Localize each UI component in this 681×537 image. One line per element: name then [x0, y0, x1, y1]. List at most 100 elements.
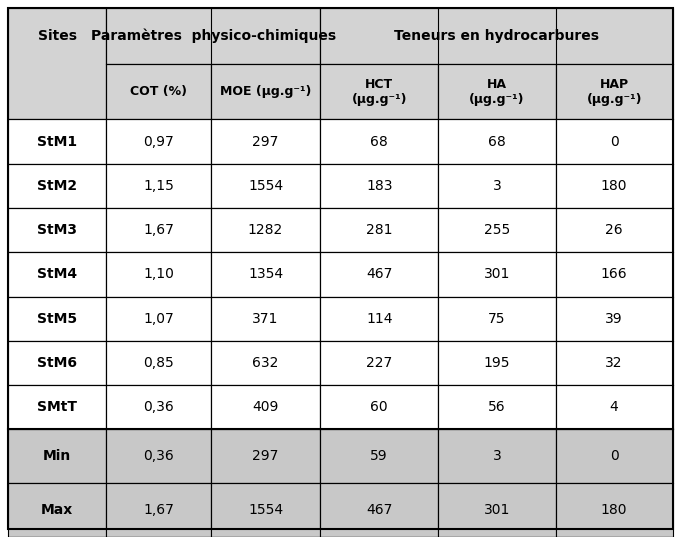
Bar — [8, 8, 106, 119]
Bar — [320, 164, 438, 208]
Text: 0,97: 0,97 — [143, 135, 174, 149]
Text: 56: 56 — [488, 400, 506, 414]
Bar — [8, 483, 106, 536]
Bar — [8, 119, 106, 164]
Text: 114: 114 — [366, 311, 392, 326]
Bar — [556, 119, 673, 164]
Text: 32: 32 — [605, 356, 623, 370]
Text: 467: 467 — [366, 267, 392, 281]
Text: 297: 297 — [253, 135, 279, 149]
Text: 301: 301 — [484, 267, 510, 281]
Bar — [210, 208, 320, 252]
Text: 409: 409 — [253, 400, 279, 414]
Text: 0,85: 0,85 — [143, 356, 174, 370]
Text: HA
(µg.g⁻¹): HA (µg.g⁻¹) — [469, 78, 524, 106]
Text: 68: 68 — [370, 135, 388, 149]
Text: 166: 166 — [601, 267, 627, 281]
Text: 227: 227 — [366, 356, 392, 370]
Bar — [438, 252, 556, 296]
Text: 301: 301 — [484, 503, 510, 517]
Text: 1,10: 1,10 — [143, 267, 174, 281]
Text: 1,07: 1,07 — [143, 311, 174, 326]
Text: 4: 4 — [609, 400, 618, 414]
Text: 371: 371 — [253, 311, 279, 326]
Bar — [106, 385, 210, 430]
Text: 1554: 1554 — [248, 503, 283, 517]
Text: 183: 183 — [366, 179, 392, 193]
Bar — [556, 430, 673, 483]
Text: Max: Max — [41, 503, 74, 517]
Bar — [210, 164, 320, 208]
Bar — [556, 296, 673, 341]
Bar — [106, 119, 210, 164]
Text: StM3: StM3 — [37, 223, 77, 237]
Text: MOE (µg.g⁻¹): MOE (µg.g⁻¹) — [220, 85, 311, 98]
Bar — [210, 252, 320, 296]
Bar — [106, 430, 210, 483]
Bar — [320, 341, 438, 385]
Bar — [8, 430, 106, 483]
Text: 68: 68 — [488, 135, 506, 149]
Text: 180: 180 — [601, 503, 627, 517]
Bar — [438, 430, 556, 483]
Text: Min: Min — [43, 449, 72, 463]
Bar — [8, 208, 106, 252]
Bar — [210, 119, 320, 164]
Bar — [438, 296, 556, 341]
Bar — [556, 64, 673, 119]
Text: 180: 180 — [601, 179, 627, 193]
Bar — [106, 64, 210, 119]
Bar — [106, 8, 320, 64]
Bar — [210, 483, 320, 536]
Text: 1354: 1354 — [248, 267, 283, 281]
Text: Paramètres  physico-chimiques: Paramètres physico-chimiques — [91, 28, 336, 43]
Bar — [556, 483, 673, 536]
Bar — [320, 119, 438, 164]
Bar — [556, 385, 673, 430]
Bar — [320, 208, 438, 252]
Text: StM1: StM1 — [37, 135, 77, 149]
Text: SMtT: SMtT — [37, 400, 77, 414]
Bar — [8, 341, 106, 385]
Text: 75: 75 — [488, 311, 505, 326]
Text: 281: 281 — [366, 223, 392, 237]
Text: 195: 195 — [484, 356, 510, 370]
Bar — [556, 252, 673, 296]
Text: 297: 297 — [253, 449, 279, 463]
Text: StM5: StM5 — [37, 311, 77, 326]
Text: 632: 632 — [253, 356, 279, 370]
Text: StM2: StM2 — [37, 179, 77, 193]
Bar — [210, 385, 320, 430]
Bar — [438, 208, 556, 252]
Text: 60: 60 — [370, 400, 388, 414]
Text: 1282: 1282 — [248, 223, 283, 237]
Bar — [106, 164, 210, 208]
Text: 0,36: 0,36 — [143, 400, 174, 414]
Bar — [106, 252, 210, 296]
Bar — [438, 483, 556, 536]
Text: 39: 39 — [605, 311, 623, 326]
Text: 1,67: 1,67 — [143, 223, 174, 237]
Bar — [8, 252, 106, 296]
Bar — [106, 208, 210, 252]
Text: 467: 467 — [366, 503, 392, 517]
Text: 3: 3 — [492, 179, 501, 193]
Bar — [438, 341, 556, 385]
Text: 26: 26 — [605, 223, 623, 237]
Bar — [556, 341, 673, 385]
Bar — [106, 341, 210, 385]
Text: 0: 0 — [609, 449, 618, 463]
Text: 1,15: 1,15 — [143, 179, 174, 193]
Text: StM6: StM6 — [37, 356, 77, 370]
Bar — [556, 164, 673, 208]
Bar — [320, 8, 673, 64]
Bar — [320, 385, 438, 430]
Text: 1,67: 1,67 — [143, 503, 174, 517]
Bar — [320, 252, 438, 296]
Bar — [320, 430, 438, 483]
Bar — [8, 164, 106, 208]
Text: HCT
(µg.g⁻¹): HCT (µg.g⁻¹) — [351, 78, 407, 106]
Bar — [8, 296, 106, 341]
Text: 3: 3 — [492, 449, 501, 463]
Bar — [320, 296, 438, 341]
